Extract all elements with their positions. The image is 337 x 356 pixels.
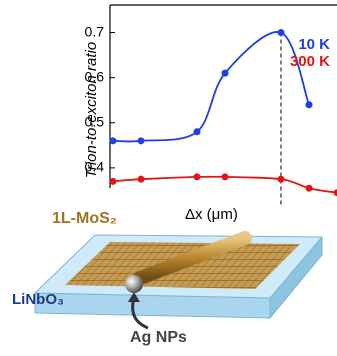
data-point — [306, 185, 313, 192]
data-point — [138, 137, 145, 144]
page: {"chart_data": {"type": "scatter-fit", "… — [0, 0, 337, 351]
fit-curve — [113, 32, 309, 142]
data-point — [138, 176, 145, 183]
legend-entry: 10 K — [298, 36, 330, 53]
y-tick-label: 0.6 — [85, 68, 105, 84]
data-point — [194, 128, 201, 135]
substrate-label: LiNbO₃ — [12, 291, 64, 308]
sheet-label: 1L-MoS₂ — [52, 210, 117, 227]
data-point — [334, 189, 337, 196]
data-point — [278, 29, 285, 36]
ag-nanoparticle — [125, 275, 143, 293]
legend-entry: 300 K — [290, 53, 330, 70]
data-point — [110, 178, 117, 185]
data-point — [306, 101, 313, 108]
x-axis-label: Δx (μm) — [185, 206, 238, 223]
y-tick-label: 0.5 — [85, 113, 105, 129]
y-tick-label: 0.4 — [85, 159, 105, 175]
data-point — [110, 137, 117, 144]
data-point — [222, 173, 229, 180]
figure: 1L-MoS₂ LiNbO₃ Ag NPs Δx (μm) Trion-to-e… — [0, 0, 337, 351]
data-point — [222, 70, 229, 77]
data-point — [278, 176, 285, 183]
data-point — [194, 173, 201, 180]
device-diagram: 1L-MoS₂ LiNbO₃ Ag NPs — [12, 210, 322, 346]
particle-label: Ag NPs — [130, 329, 187, 346]
y-tick-label: 0.7 — [85, 23, 105, 39]
